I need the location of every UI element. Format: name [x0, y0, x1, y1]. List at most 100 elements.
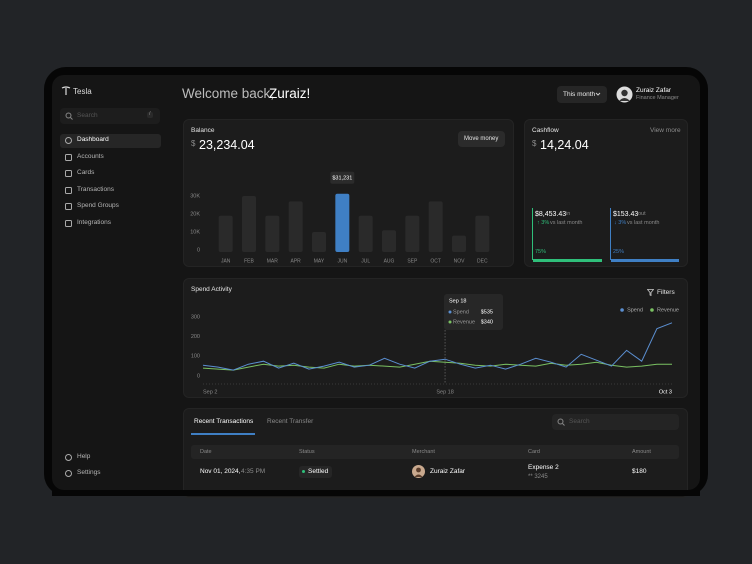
cashflow-amount: 14,24.04	[540, 138, 589, 152]
x-tick-label: AUG	[384, 258, 395, 264]
value-tooltip	[330, 171, 355, 184]
line-series	[202, 322, 673, 371]
in-amount: $8,453.43	[535, 211, 567, 218]
user-avatar[interactable]	[616, 86, 633, 103]
legend-label: Spend	[627, 307, 643, 313]
row-card-number: ** 3245	[528, 474, 548, 480]
value-label: $31,231	[332, 176, 352, 182]
row-time: 4:35 PM	[241, 468, 266, 475]
column-header: Date	[200, 449, 212, 455]
out-amount: $153.43	[613, 211, 639, 218]
x-tick-label: NOV	[454, 258, 466, 264]
y-tick-label: 20K	[190, 211, 200, 217]
x-tick-label: SEP	[407, 258, 418, 264]
page-bottom-mask	[52, 490, 700, 496]
bar	[428, 201, 443, 252]
filters-button[interactable]: Filters	[657, 289, 675, 296]
nav-icon	[65, 220, 72, 227]
table-header-bg	[191, 445, 679, 459]
nav-item[interactable]: Accounts	[77, 153, 104, 160]
nav-item[interactable]: Dashboard	[77, 136, 109, 143]
x-tick-label: OCT	[430, 258, 441, 264]
out-note: vs last month	[627, 220, 660, 226]
y-tick-label: 0	[197, 247, 200, 253]
status-pill	[299, 466, 332, 478]
legend-label: Revenue	[657, 307, 679, 313]
column-header: Status	[299, 449, 315, 455]
bar	[312, 232, 326, 252]
nav-icon	[65, 154, 72, 161]
balance-title: Balance	[191, 127, 215, 134]
x-tick-label: MAY	[314, 258, 325, 264]
in-change: ↑ 3%	[537, 220, 550, 226]
column-header: Card	[528, 449, 540, 455]
x-tick-label: JAN	[221, 258, 231, 264]
in-bar	[533, 259, 602, 262]
tooltip-name: Revenue	[453, 319, 475, 325]
move-money-label: Move money	[464, 136, 499, 142]
nav-item[interactable]: Settings	[77, 469, 101, 476]
nav-icon	[65, 470, 72, 477]
cashflow-currency: $	[532, 139, 537, 148]
x-tick-label: JUL	[361, 258, 370, 264]
tooltip-box	[444, 294, 503, 330]
table-search[interactable]	[552, 414, 679, 430]
legend-swatch	[650, 308, 654, 312]
greeting-name: Zuraiz!	[269, 86, 311, 101]
sidebar-search[interactable]	[60, 108, 160, 124]
tooltip-swatch	[448, 320, 452, 324]
nav-icon	[65, 187, 72, 194]
nav-item[interactable]: Spend Groups	[77, 202, 119, 209]
bar	[242, 196, 256, 252]
greeting: Welcome back,	[182, 86, 275, 101]
x-tick-label: APR	[291, 258, 302, 264]
table-search-placeholder: Search	[569, 418, 590, 425]
row-merchant: Zuraiz Zafar	[430, 468, 466, 475]
row-card: Expense 2	[528, 464, 559, 471]
merchant-avatar	[412, 465, 425, 478]
tooltip-swatch	[448, 310, 452, 314]
in-line	[532, 208, 533, 260]
y-tick-label: 300	[191, 314, 200, 320]
period-select[interactable]	[557, 86, 607, 103]
row-status: Settled	[308, 468, 329, 475]
cashflow-card	[524, 119, 688, 267]
bar	[452, 235, 466, 252]
brand-name: Tesla	[73, 87, 92, 96]
out-change: ↓ 3%	[614, 220, 627, 226]
bar	[335, 193, 350, 252]
nav-item[interactable]: Help	[77, 453, 91, 460]
search-placeholder: Search	[77, 112, 98, 119]
tab-active[interactable]: Recent Transactions	[194, 418, 254, 425]
nav-item[interactable]: Integrations	[77, 219, 111, 226]
x-tick-label: MAR	[267, 258, 279, 264]
user-name: Zuraiz Zafar	[636, 87, 672, 94]
tooltip-value: $340	[481, 319, 493, 325]
x-tick-label: Sep 2	[203, 389, 217, 395]
x-tick-label: Sep 18	[436, 389, 453, 395]
line-series	[202, 360, 672, 371]
y-tick-label: 100	[191, 354, 200, 360]
nav-icon	[65, 170, 72, 177]
in-label: in	[566, 211, 571, 217]
y-tick-label: 30K	[190, 193, 200, 199]
column-header: Amount	[632, 449, 651, 455]
out-share: 25%	[613, 249, 625, 255]
brand-logo	[61, 86, 71, 95]
move-money-button[interactable]	[458, 131, 505, 147]
bar	[382, 230, 396, 252]
tab[interactable]: Recent Transfer	[267, 418, 314, 425]
nav-item[interactable]: Cards	[77, 169, 95, 176]
view-more-link[interactable]: View more	[650, 127, 681, 134]
out-bar	[611, 259, 679, 262]
row-amount: $180	[632, 468, 647, 475]
nav-item[interactable]: Transactions	[77, 186, 114, 193]
in-note: vs last month	[550, 220, 583, 226]
in-share: 75%	[535, 249, 547, 255]
column-header: Merchant	[412, 449, 435, 455]
x-tick-label: FEB	[244, 258, 254, 264]
cashflow-title: Cashflow	[532, 127, 559, 134]
period-label: This month	[563, 91, 596, 98]
search-shortcut: /	[147, 111, 153, 118]
